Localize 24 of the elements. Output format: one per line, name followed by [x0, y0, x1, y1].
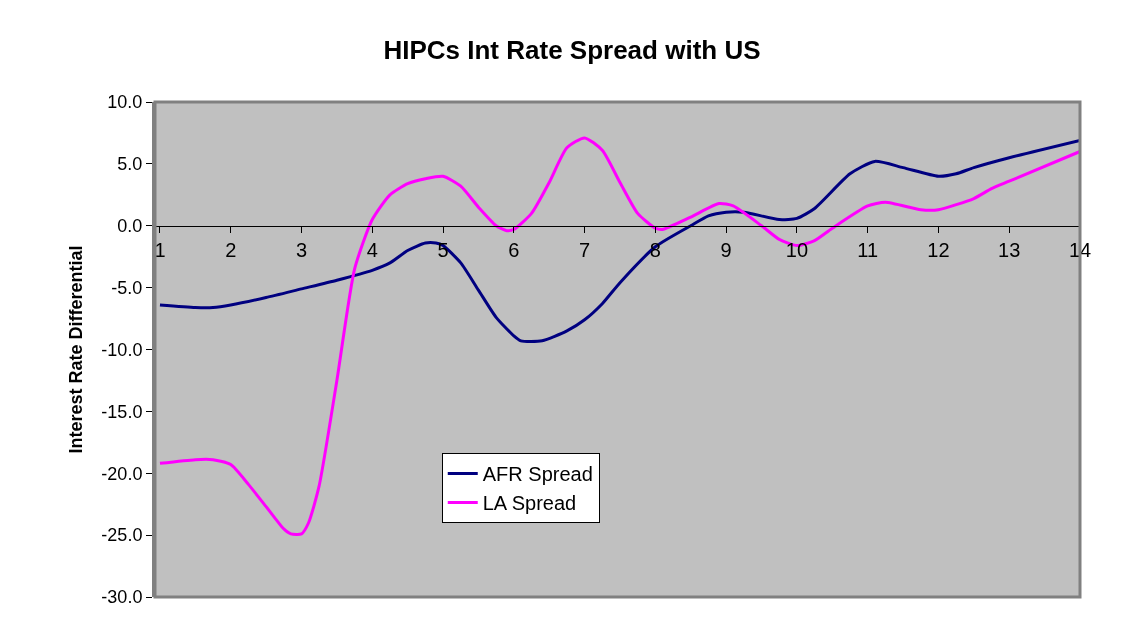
x-tick-label: 1 — [154, 238, 166, 261]
legend-label: LA Spread — [482, 492, 577, 515]
y-tick-label: 10.0 — [107, 92, 143, 113]
y-tick-label: -20.0 — [101, 463, 143, 484]
x-tick-label: 6 — [508, 238, 520, 261]
chart-title: HIPCs Int Rate Spread with US — [383, 35, 761, 66]
x-tick-label: 7 — [579, 238, 591, 261]
x-tick-label: 2 — [225, 238, 237, 261]
x-tick-label: 3 — [295, 238, 308, 261]
y-tick-label: -30.0 — [101, 587, 143, 608]
legend-label: AFR Spread — [482, 463, 593, 486]
y-tick-label: -25.0 — [101, 525, 143, 546]
x-tick-label: 9 — [720, 238, 732, 261]
x-tick-label: 11 — [857, 238, 879, 261]
y-tick-label: -5.0 — [111, 277, 143, 298]
y-tick-label: -15.0 — [101, 401, 143, 422]
x-tick-label: 13 — [998, 238, 1021, 261]
y-tick-label: -10.0 — [101, 339, 143, 360]
y-axis-title: Interest Rate Differential — [65, 245, 86, 454]
x-tick-label: 14 — [1068, 238, 1092, 261]
y-tick-label: 5.0 — [117, 154, 143, 175]
x-tick-label: 4 — [366, 238, 378, 261]
y-tick-label: 0.0 — [117, 216, 143, 237]
x-tick-label: 12 — [927, 238, 950, 261]
